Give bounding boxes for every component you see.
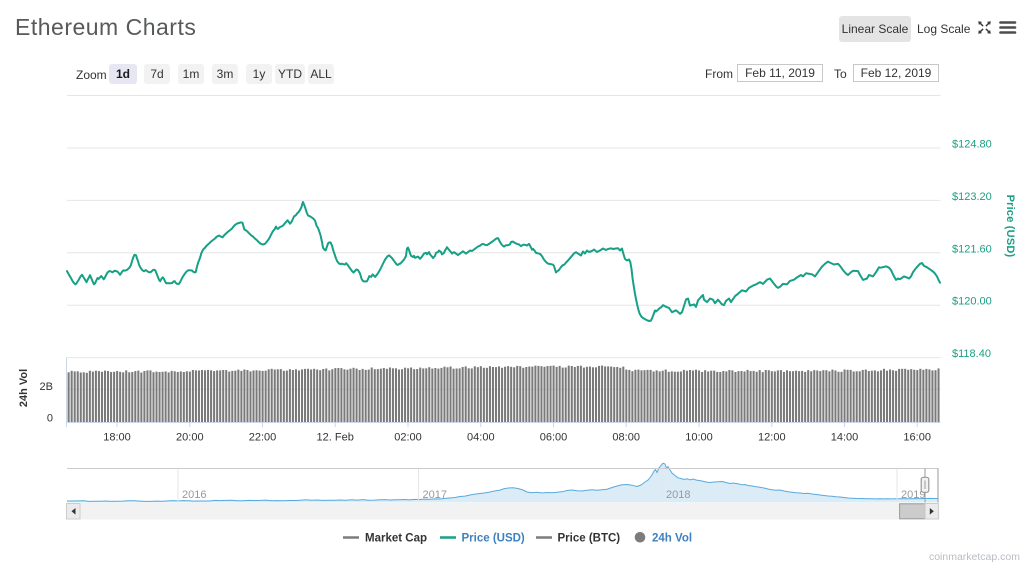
svg-text:$121.60: $121.60 xyxy=(952,243,992,255)
svg-text:16:00: 16:00 xyxy=(903,432,931,444)
svg-text:24h Vol: 24h Vol xyxy=(18,369,30,407)
svg-text:Price (USD): Price (USD) xyxy=(1004,195,1016,258)
svg-text:$118.40: $118.40 xyxy=(952,348,991,360)
svg-text:$120.00: $120.00 xyxy=(952,296,992,308)
svg-text:24h Vol: 24h Vol xyxy=(652,533,692,545)
svg-text:$124.80: $124.80 xyxy=(952,139,992,151)
svg-text:14:00: 14:00 xyxy=(831,432,859,444)
svg-text:Market Cap: Market Cap xyxy=(365,533,427,545)
svg-text:08:00: 08:00 xyxy=(612,432,640,444)
svg-text:18:00: 18:00 xyxy=(103,432,131,444)
svg-text:02:00: 02:00 xyxy=(394,432,422,444)
svg-text:06:00: 06:00 xyxy=(540,432,568,444)
svg-text:2019: 2019 xyxy=(901,489,925,501)
svg-text:2017: 2017 xyxy=(423,489,447,501)
svg-text:04:00: 04:00 xyxy=(467,432,495,444)
svg-text:12:00: 12:00 xyxy=(758,432,786,444)
svg-text:2B: 2B xyxy=(40,381,53,393)
svg-text:10:00: 10:00 xyxy=(685,432,713,444)
svg-text:0: 0 xyxy=(47,413,53,425)
svg-text:Price (USD): Price (USD) xyxy=(462,533,525,545)
svg-text:22:00: 22:00 xyxy=(249,432,277,444)
svg-text:Price (BTC): Price (BTC) xyxy=(558,533,621,545)
svg-text:20:00: 20:00 xyxy=(176,432,204,444)
svg-text:coinmarketcap.com: coinmarketcap.com xyxy=(929,551,1020,563)
svg-text:2018: 2018 xyxy=(666,489,690,501)
svg-text:12. Feb: 12. Feb xyxy=(317,432,354,444)
svg-text:2016: 2016 xyxy=(182,489,206,501)
svg-text:$123.20: $123.20 xyxy=(952,191,992,203)
